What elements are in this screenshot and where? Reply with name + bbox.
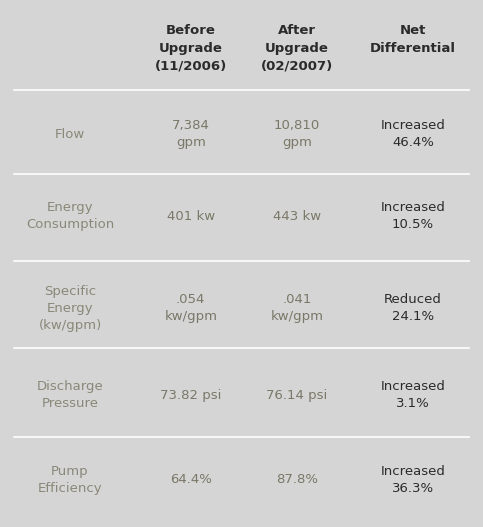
Text: Pump
Efficiency: Pump Efficiency (38, 465, 102, 494)
Text: 7,384
gpm: 7,384 gpm (172, 120, 210, 149)
Text: Flow: Flow (55, 128, 85, 141)
Text: 73.82 psi: 73.82 psi (160, 389, 222, 402)
Text: Specific
Energy
(kw/gpm): Specific Energy (kw/gpm) (39, 285, 101, 332)
Text: 401 kw: 401 kw (167, 210, 215, 222)
Text: 64.4%: 64.4% (170, 473, 212, 486)
Text: 10,810
gpm: 10,810 gpm (274, 120, 320, 149)
Text: .041
kw/gpm: .041 kw/gpm (270, 294, 324, 323)
Text: Discharge
Pressure: Discharge Pressure (37, 380, 103, 410)
Text: Increased
46.4%: Increased 46.4% (381, 120, 445, 149)
Text: 87.8%: 87.8% (276, 473, 318, 486)
Text: Increased
3.1%: Increased 3.1% (381, 380, 445, 410)
Text: Reduced
24.1%: Reduced 24.1% (384, 294, 442, 323)
Text: .054
kw/gpm: .054 kw/gpm (164, 294, 217, 323)
Text: Net
Differential: Net Differential (370, 24, 456, 55)
Text: After
Upgrade
(02/2007): After Upgrade (02/2007) (261, 24, 333, 73)
Text: Before
Upgrade
(11/2006): Before Upgrade (11/2006) (155, 24, 227, 73)
Text: Increased
36.3%: Increased 36.3% (381, 465, 445, 494)
Text: Energy
Consumption: Energy Consumption (26, 201, 114, 231)
Text: 443 kw: 443 kw (273, 210, 321, 222)
Text: 76.14 psi: 76.14 psi (267, 389, 327, 402)
Text: Increased
10.5%: Increased 10.5% (381, 201, 445, 231)
